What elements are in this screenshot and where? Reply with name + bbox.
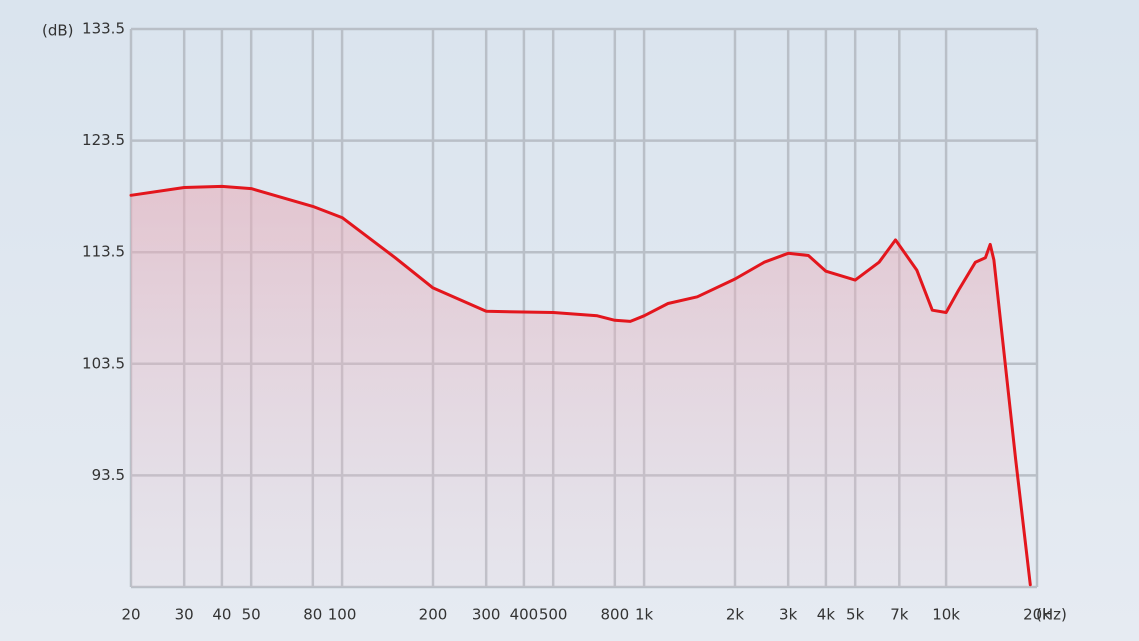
x-tick-label: 300 xyxy=(472,606,501,624)
x-tick-label: 50 xyxy=(242,606,261,624)
line xyxy=(129,184,1032,587)
x-tick-label: 30 xyxy=(175,606,194,624)
x-tick-label: 800 xyxy=(601,606,630,624)
x-tick-label: 10k xyxy=(932,606,960,624)
y-axis-label: (dB) xyxy=(42,22,74,40)
x-tick-label: 7k xyxy=(890,606,909,624)
x-tick-label: 1k xyxy=(635,606,654,624)
x-tick-label: 20 xyxy=(121,606,140,624)
y-tick-label: 133.5 xyxy=(82,20,125,38)
y-tick-label: 93.5 xyxy=(92,466,125,484)
y-tick-label: 103.5 xyxy=(82,354,125,372)
x-tick-label: 2k xyxy=(726,606,745,624)
y-tick-label: 113.5 xyxy=(82,243,125,261)
x-axis-label: (Hz) xyxy=(1036,606,1067,624)
area xyxy=(131,186,1031,587)
x-tick-label: 100 xyxy=(328,606,357,624)
x-tick-label: 4k xyxy=(817,606,836,624)
x-tick-label: 200 xyxy=(419,606,448,624)
x-tick-label: 80 xyxy=(303,606,322,624)
x-tick-label: 3k xyxy=(779,606,798,624)
x-tick-label: 500 xyxy=(539,606,568,624)
x-tick-label: 20k xyxy=(1023,606,1051,624)
y-tick-label: 123.5 xyxy=(82,131,125,149)
x-tick-label: 40 xyxy=(212,606,231,624)
x-tick-label: 5k xyxy=(846,606,865,624)
x-tick-label: 400 xyxy=(510,606,539,624)
